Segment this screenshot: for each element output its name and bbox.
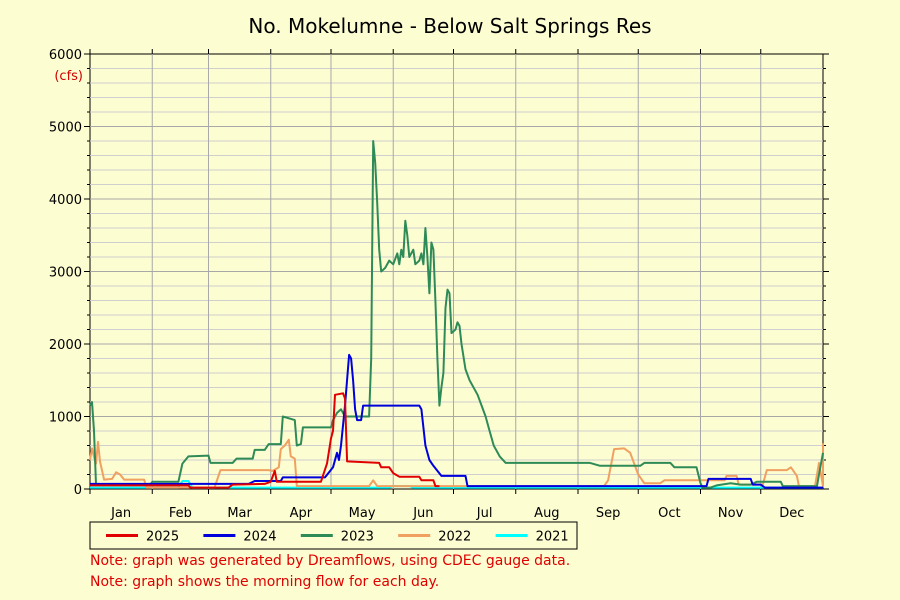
x-tick-label: Dec: [779, 506, 804, 521]
legend-label-2024: 2024: [243, 530, 276, 545]
y-tick-label: 3000: [49, 266, 82, 281]
y-tick-label: 2000: [49, 338, 82, 353]
x-tick-label: Apr: [290, 506, 313, 521]
y-tick-label: 5000: [49, 121, 82, 136]
x-tick-label: Sep: [596, 506, 621, 521]
x-tick-label: Feb: [169, 506, 192, 521]
y-tick-label: 0: [74, 483, 82, 498]
note-morning-flow: Note: graph shows the morning flow for e…: [90, 574, 440, 590]
series-lines: [89, 140, 824, 489]
y-unit-label: (cfs): [54, 69, 83, 84]
y-tick-label: 1000: [49, 411, 82, 426]
series-line-2022: [89, 438, 824, 489]
y-tick-label: 6000: [49, 48, 82, 63]
x-tick-label: Mar: [227, 506, 252, 521]
legend-label-2022: 2022: [438, 530, 471, 545]
legend-label-2025: 2025: [146, 530, 179, 545]
legend-label-2023: 2023: [341, 530, 374, 545]
series-line-2025: [90, 392, 440, 489]
legend-box: [89, 521, 578, 550]
grid: [90, 54, 823, 489]
series-line-2024: [90, 353, 823, 489]
legend: 2025 2024 2023 2022 2021: [89, 521, 578, 550]
chart-title: No. Mokelumne - Below Salt Springs Res: [248, 14, 651, 38]
axis-labels: Jan Feb Mar Apr May Jun Jul Aug Sep Oct Nov Dec 0 100…: [49, 48, 805, 521]
x-tick-label: Jun: [412, 506, 433, 521]
x-tick-label: Nov: [718, 506, 744, 521]
x-tick-label: Jul: [476, 506, 493, 521]
legend-label-2021: 2021: [536, 530, 569, 545]
series-line-2023: [89, 140, 824, 489]
x-tick-label: Oct: [658, 506, 680, 521]
y-tick-label: 4000: [49, 193, 82, 208]
note-source: Note: graph was generated by Dreamflows,…: [90, 553, 571, 569]
x-tick-label: Jan: [110, 506, 131, 521]
x-tick-label: Aug: [534, 506, 559, 521]
x-tick-label: May: [349, 506, 376, 521]
